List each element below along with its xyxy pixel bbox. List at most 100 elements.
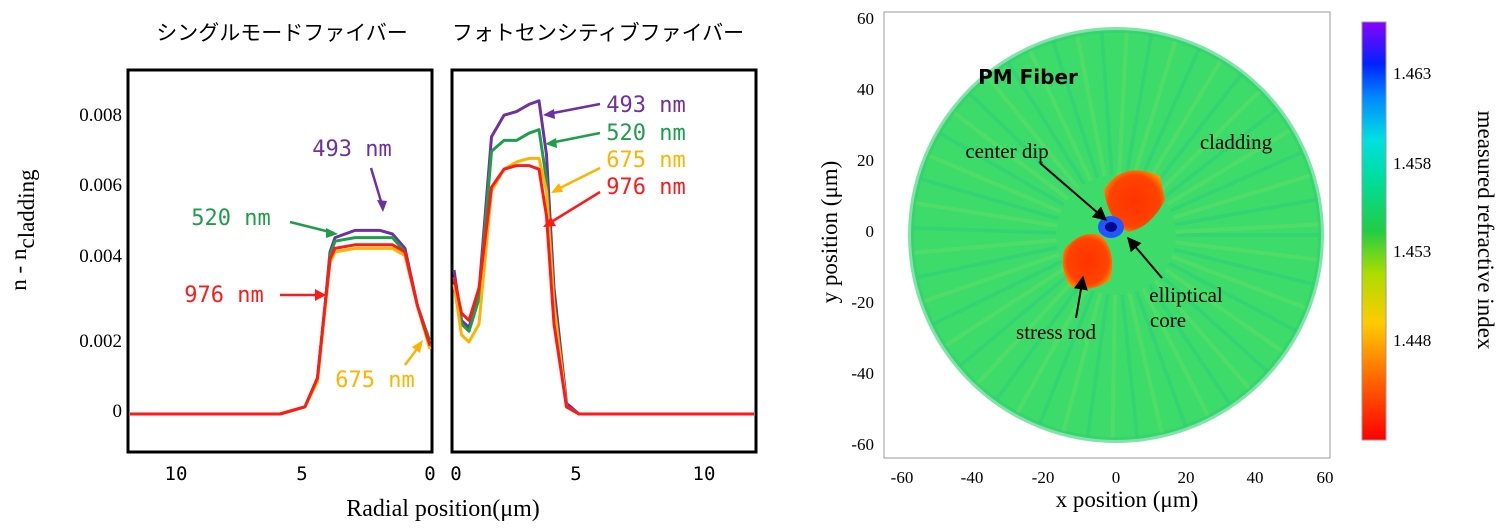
arrowhead — [551, 183, 563, 193]
cladding-streak — [1015, 286, 1089, 414]
y-tick-label: 0.006 — [79, 175, 122, 196]
map-y-tick: 60 — [857, 9, 874, 28]
y-axis-label: n - ncladding — [6, 169, 39, 291]
cladding-streak — [1171, 254, 1307, 310]
colorbar-label-group: measured refractive index — [1473, 111, 1498, 350]
cladding-streak — [916, 245, 1058, 280]
colorbar-tick: 1.463 — [1393, 64, 1431, 83]
map-y-tick: -60 — [851, 435, 874, 454]
cladding-streak — [1124, 34, 1154, 177]
colorbar-label: measured refractive index — [1473, 111, 1498, 350]
cladding-streak — [939, 131, 1066, 207]
label-493nm-right: 493 nm — [606, 93, 685, 118]
label-976nm-left: 976 nm — [184, 283, 263, 308]
cladding-streak — [923, 252, 1060, 303]
map-y-tick: 20 — [857, 151, 874, 170]
annotation-stress-rod: stress rod — [1016, 320, 1096, 344]
colorbar — [1361, 21, 1387, 441]
label-520nm-right: 520 nm — [606, 121, 685, 146]
cladding-streak — [1006, 61, 1086, 186]
cladding-streak — [952, 111, 1070, 201]
arrowhead — [545, 138, 557, 148]
cladding-streak — [944, 266, 1067, 348]
cladding-streak — [1028, 50, 1093, 182]
svg-text:n - ncladding: n - ncladding — [6, 169, 39, 291]
map-y-tick: 40 — [857, 80, 874, 99]
cladding-streak — [1145, 59, 1223, 185]
label-976nm-right: 976 nm — [606, 175, 685, 200]
arrowhead — [543, 217, 556, 227]
cladding-streak — [1131, 40, 1178, 179]
arrow-520nm-right — [549, 131, 601, 145]
cladding-streak — [1085, 294, 1110, 437]
arrowhead — [412, 340, 423, 353]
label-520nm-left: 520 nm — [191, 206, 270, 231]
x-tick-label: 5 — [570, 463, 581, 485]
cladding-streak — [1168, 261, 1297, 333]
map-x-tick: -60 — [891, 468, 914, 487]
arrowhead — [315, 289, 326, 301]
cladding-streak — [1169, 150, 1303, 213]
map-y-label-group: y position (μm) — [817, 161, 842, 304]
cladding-streak — [1099, 32, 1114, 176]
label-675nm-right: 675 nm — [606, 148, 685, 173]
cladding-streak — [1163, 267, 1284, 354]
map-x-label: x position (μm) — [1056, 487, 1199, 512]
cladding-streak — [1061, 292, 1103, 432]
x-tick-label: 10 — [693, 463, 716, 485]
x-tick-label: 0 — [424, 463, 435, 485]
single-mode-series — [130, 228, 432, 416]
cladding-streak — [1127, 293, 1164, 434]
arrow-center-dip — [1039, 162, 1108, 221]
y-tick-label: 0 — [113, 401, 123, 422]
map-x-tick: 20 — [1178, 468, 1195, 487]
y-tick-label: 0.004 — [79, 246, 122, 267]
cladding-streak — [1159, 273, 1269, 373]
colorbar-tick: 1.458 — [1393, 154, 1431, 173]
arrowhead — [543, 109, 555, 119]
map-x-tick: 60 — [1317, 468, 1334, 487]
cladding-streak — [1153, 278, 1251, 390]
cladding-streak — [1162, 108, 1278, 200]
series-line-976nm — [452, 164, 754, 416]
series-line-493nm — [452, 99, 754, 416]
cladding-streak — [928, 153, 1062, 214]
colorbar-tick: 1.453 — [1393, 242, 1431, 261]
cladding-streaks — [913, 32, 1319, 439]
cladding-edge — [908, 27, 1324, 443]
series-line-520nm — [452, 128, 754, 416]
map-y-label: y position (μm) — [817, 161, 842, 304]
stress-rod-upper — [1104, 170, 1165, 232]
arrow-976nm-right — [547, 190, 601, 226]
map-title: PM Fiber — [978, 65, 1078, 89]
cladding-streak — [1110, 294, 1117, 439]
left-panel-frame — [126, 68, 434, 454]
cladding-streak — [913, 238, 1057, 255]
y-tick-label: 0.002 — [79, 331, 122, 352]
cladding-streak — [913, 225, 1057, 235]
arrow-elliptical-core — [1127, 236, 1163, 279]
y-label-main: n - n — [6, 248, 31, 291]
y-tick-label: 0.008 — [79, 105, 122, 126]
label-675nm-left: 675 nm — [335, 368, 414, 393]
series-line-976nm — [130, 243, 432, 416]
panel-title-photosensitive: フォトセンシティブファイバー — [452, 21, 744, 45]
cladding-streak — [1141, 287, 1210, 417]
cladding-streak — [1120, 294, 1140, 438]
photosensitive-series — [452, 99, 754, 416]
x-tick-label: 5 — [296, 463, 307, 485]
map-y-tick: -40 — [851, 364, 874, 383]
cladding-streak — [1174, 197, 1317, 227]
cladding-streak — [1175, 222, 1319, 234]
x-axis-label: Radial position(μm) — [346, 496, 540, 522]
cladding-streak — [915, 201, 1058, 228]
colorbar-tick: 1.448 — [1393, 331, 1431, 350]
annotation-center-dip: center dip — [965, 139, 1048, 163]
x-tick-label: 0 — [450, 463, 461, 485]
arrowhead — [326, 228, 338, 238]
cladding-streak — [976, 277, 1077, 385]
series-line-675nm — [452, 156, 754, 416]
map-x-tick: 0 — [1112, 468, 1121, 487]
cladding-streak — [1147, 283, 1232, 405]
arrowhead — [377, 200, 387, 212]
